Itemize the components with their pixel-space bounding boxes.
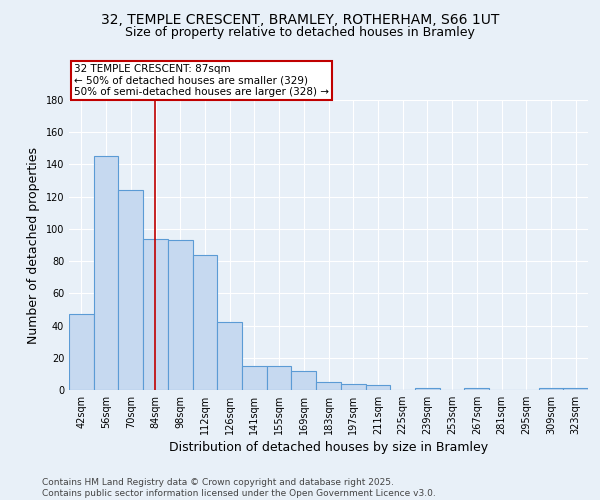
Text: 32 TEMPLE CRESCENT: 87sqm
← 50% of detached houses are smaller (329)
50% of semi: 32 TEMPLE CRESCENT: 87sqm ← 50% of detac… (74, 64, 329, 97)
Y-axis label: Number of detached properties: Number of detached properties (27, 146, 40, 344)
Text: Contains HM Land Registry data © Crown copyright and database right 2025.
Contai: Contains HM Land Registry data © Crown c… (42, 478, 436, 498)
Bar (217, 322, 242, 390)
Bar (365, 385, 390, 390)
Bar (242, 366, 267, 390)
Bar (168, 240, 193, 390)
Bar (539, 388, 563, 390)
Bar (193, 254, 217, 390)
Bar (292, 370, 316, 390)
Bar (316, 382, 341, 390)
Bar (267, 366, 292, 390)
Bar (415, 388, 440, 390)
Bar (464, 388, 489, 390)
Bar (69, 314, 94, 390)
X-axis label: Distribution of detached houses by size in Bramley: Distribution of detached houses by size … (169, 442, 488, 454)
Bar (563, 388, 588, 390)
Bar (341, 384, 365, 390)
Bar (118, 190, 143, 390)
Bar (143, 238, 168, 390)
Text: Size of property relative to detached houses in Bramley: Size of property relative to detached ho… (125, 26, 475, 39)
Text: 32, TEMPLE CRESCENT, BRAMLEY, ROTHERHAM, S66 1UT: 32, TEMPLE CRESCENT, BRAMLEY, ROTHERHAM,… (101, 12, 499, 26)
Bar (94, 156, 118, 390)
